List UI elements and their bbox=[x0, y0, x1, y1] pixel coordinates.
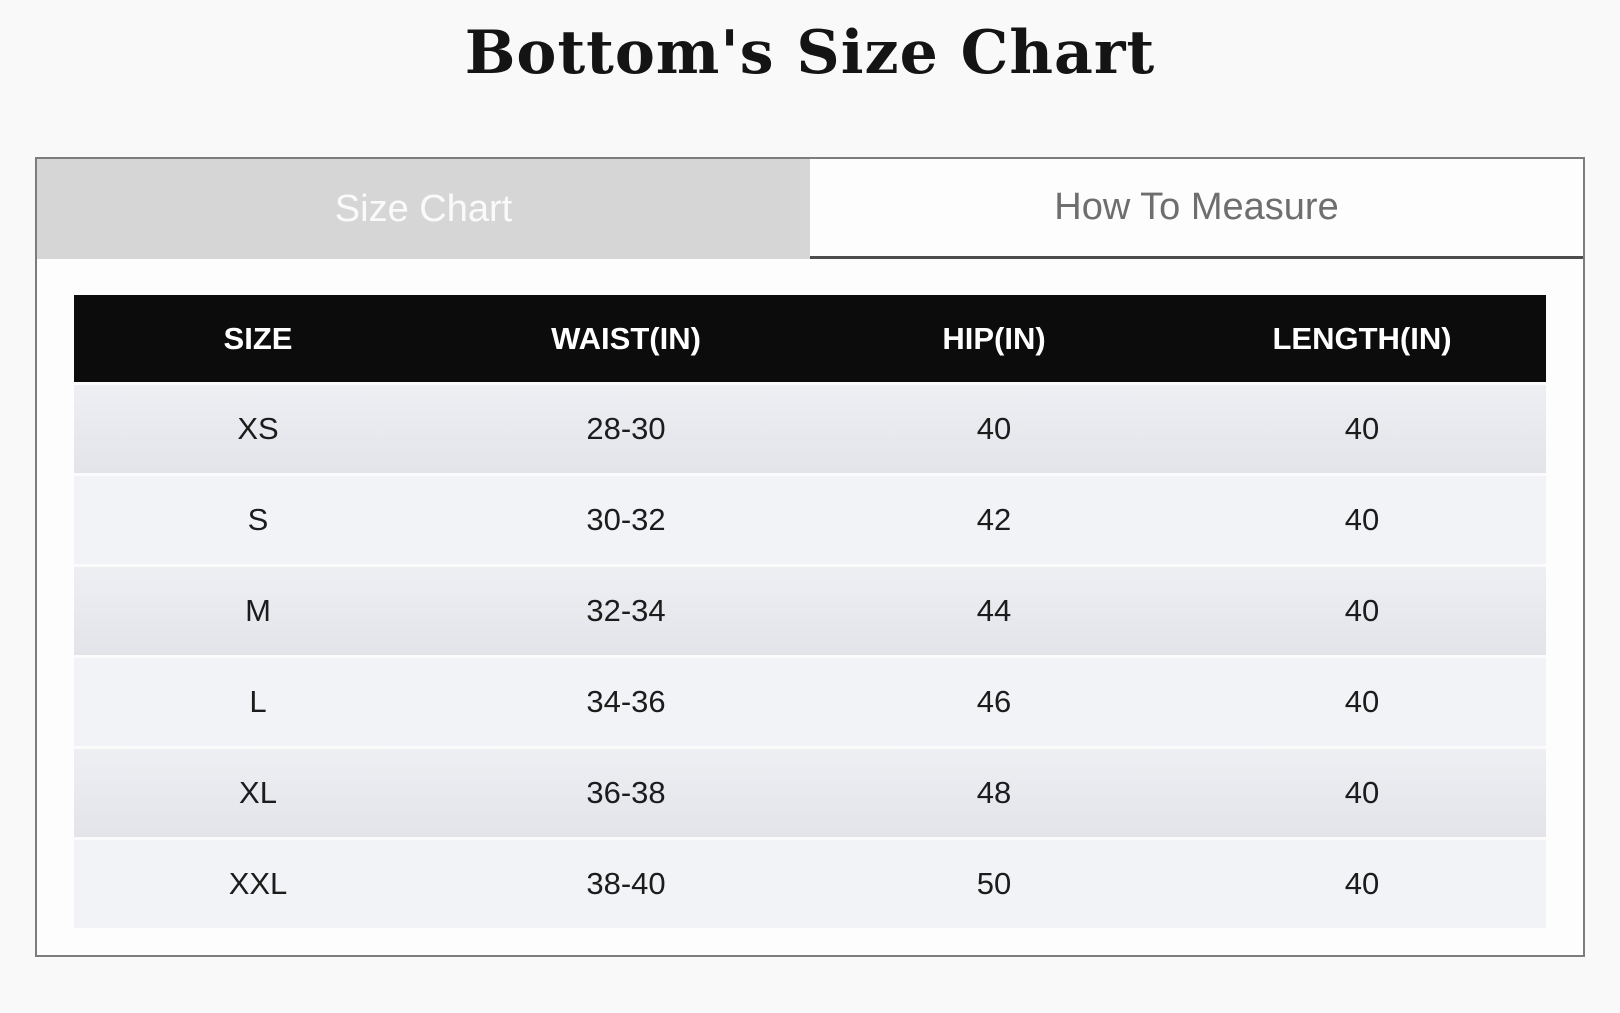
size-cell: L bbox=[74, 655, 442, 748]
hip-cell: 44 bbox=[810, 564, 1178, 657]
waist-cell: 32-34 bbox=[442, 564, 810, 657]
waist-cell: 34-36 bbox=[442, 655, 810, 748]
size-cell: S bbox=[74, 473, 442, 566]
size-cell: XS bbox=[74, 382, 442, 475]
size-cell: XXL bbox=[74, 837, 442, 928]
column-header-size: SIZE bbox=[74, 295, 442, 384]
table-row-m: M 32-34 44 40 bbox=[74, 564, 1546, 657]
table-row-xl: XL 36-38 48 40 bbox=[74, 746, 1546, 839]
size-cell: M bbox=[74, 564, 442, 657]
tabbar: Size Chart How To Measure bbox=[37, 159, 1583, 259]
table-row-xs: XS 28-30 40 40 bbox=[74, 382, 1546, 475]
length-cell: 40 bbox=[1178, 837, 1546, 928]
length-cell: 40 bbox=[1178, 746, 1546, 839]
hip-cell: 40 bbox=[810, 382, 1178, 475]
length-cell: 40 bbox=[1178, 655, 1546, 748]
hip-cell: 48 bbox=[810, 746, 1178, 839]
table-row-xxl: XXL 38-40 50 40 bbox=[74, 837, 1546, 928]
size-chart-panel: Size Chart How To Measure SIZE WAIST(IN)… bbox=[35, 157, 1585, 957]
waist-cell: 38-40 bbox=[442, 837, 810, 928]
size-table-header: SIZE WAIST(IN) HIP(IN) LENGTH(IN) bbox=[74, 295, 1546, 384]
length-cell: 40 bbox=[1178, 382, 1546, 475]
hip-cell: 50 bbox=[810, 837, 1178, 928]
hip-cell: 46 bbox=[810, 655, 1178, 748]
hip-cell: 42 bbox=[810, 473, 1178, 566]
table-row-l: L 34-36 46 40 bbox=[74, 655, 1546, 748]
page-title: Bottom's Size Chart bbox=[464, 18, 1156, 88]
column-header-length: LENGTH(IN) bbox=[1178, 295, 1546, 384]
waist-cell: 28-30 bbox=[442, 382, 810, 475]
tab-size-chart[interactable]: Size Chart bbox=[37, 159, 810, 259]
column-header-waist: WAIST(IN) bbox=[442, 295, 810, 384]
tab-how-to-measure[interactable]: How To Measure bbox=[810, 159, 1583, 259]
waist-cell: 36-38 bbox=[442, 746, 810, 839]
size-cell: XL bbox=[74, 746, 442, 839]
size-table: SIZE WAIST(IN) HIP(IN) LENGTH(IN) XS 28-… bbox=[74, 295, 1546, 928]
size-chart-content: SIZE WAIST(IN) HIP(IN) LENGTH(IN) XS 28-… bbox=[37, 259, 1583, 973]
table-row-s: S 30-32 42 40 bbox=[74, 473, 1546, 566]
length-cell: 40 bbox=[1178, 564, 1546, 657]
size-table-body: XS 28-30 40 40 S 30-32 42 40 M 32-34 44 … bbox=[74, 382, 1546, 928]
length-cell: 40 bbox=[1178, 473, 1546, 566]
header-row: SIZE WAIST(IN) HIP(IN) LENGTH(IN) bbox=[74, 295, 1546, 384]
column-header-hip: HIP(IN) bbox=[810, 295, 1178, 384]
waist-cell: 30-32 bbox=[442, 473, 810, 566]
